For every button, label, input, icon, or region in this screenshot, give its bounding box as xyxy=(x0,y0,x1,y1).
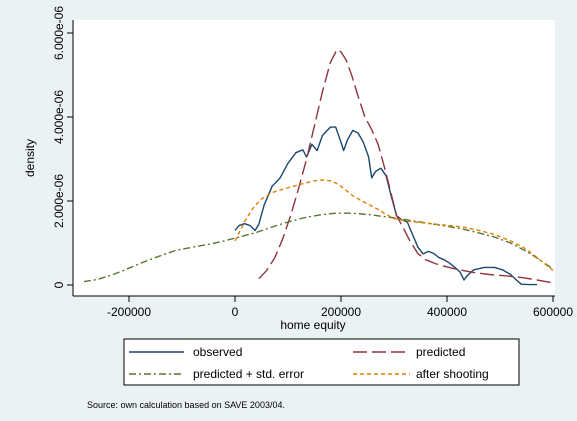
y-tick-label: 4.000e-06 xyxy=(52,90,66,144)
legend-label: predicted xyxy=(416,345,465,359)
source-note: Source: own calculation based on SAVE 20… xyxy=(87,400,285,410)
y-axis-title: density xyxy=(23,139,37,177)
series-lines xyxy=(83,49,554,286)
legend-box xyxy=(123,338,520,386)
series-line-observed xyxy=(234,126,538,286)
x-tick-label: 0 xyxy=(232,305,239,319)
legend: observed predicted predicted + std. error a… xyxy=(129,345,489,381)
x-axis-title: home equity xyxy=(280,318,345,332)
legend-label: after shooting xyxy=(416,367,489,381)
x-tick-label: 200000 xyxy=(321,305,361,319)
y-tick-label: 2.000e-06 xyxy=(52,174,66,228)
legend-label: observed xyxy=(193,345,242,359)
x-tick-label: -200000 xyxy=(107,305,151,319)
series-line-predicted-std-error xyxy=(83,212,554,283)
series-line-after-shooting xyxy=(234,179,554,271)
series-line-predicted xyxy=(258,49,554,284)
x-axis-ticks: -200000 0 200000 400000 600000 xyxy=(107,296,573,319)
y-tick-label: 6.000e-06 xyxy=(52,6,66,60)
x-tick-label: 600000 xyxy=(533,305,573,319)
plot-area xyxy=(73,20,555,296)
y-tick-label: 0 xyxy=(52,281,66,288)
legend-label: predicted + std. error xyxy=(193,367,304,381)
y-axis-ticks: 0 2.000e-06 4.000e-06 6.000e-06 xyxy=(52,6,73,288)
x-tick-label: 400000 xyxy=(427,305,467,319)
